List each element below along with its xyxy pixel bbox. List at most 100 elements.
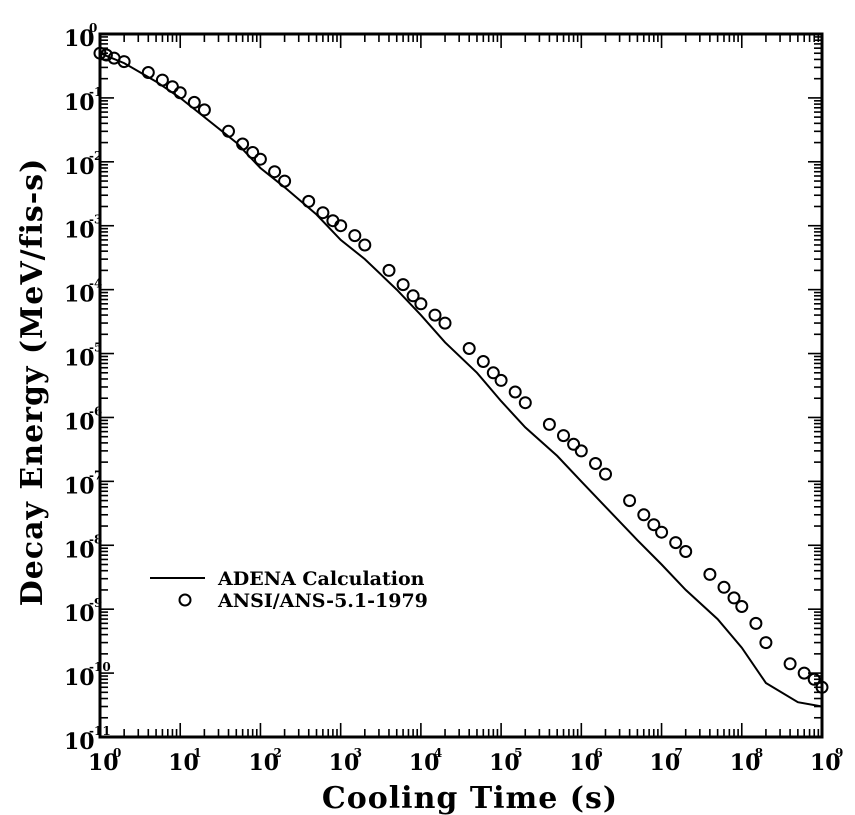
x-tick-label: 10 [569, 750, 600, 776]
y-tick-exponent: -5 [89, 341, 102, 355]
y-tick-label: 10 [64, 537, 95, 563]
y-tick-label: 10 [64, 665, 95, 691]
data-point-ansi [462, 342, 476, 355]
y-tick-exponent: -10 [89, 660, 111, 674]
y-tick-exponent: -6 [89, 404, 102, 418]
x-axis-title: Cooling Time (s) [322, 781, 618, 815]
y-tick-label: 10 [64, 26, 95, 52]
data-point-ansi [165, 80, 179, 94]
y-tick-exponent: -9 [89, 596, 102, 610]
data-point-ansi [623, 494, 637, 508]
y-tick-exponent: -8 [89, 532, 102, 546]
data-point-ansi [428, 308, 442, 322]
data-point-ansi [155, 73, 169, 87]
y-tick-exponent: -7 [89, 468, 102, 482]
data-point-ansi [508, 385, 522, 399]
data-point-ansi [749, 616, 763, 630]
data-point-ansi [783, 657, 797, 671]
legend-circle-swatch [178, 593, 192, 607]
data-point-ansi [302, 194, 316, 208]
x-tick-label: 10 [88, 750, 119, 776]
x-tick-exponent: 1 [193, 746, 201, 760]
data-point-ansi [222, 124, 235, 138]
data-point-ansi [278, 174, 292, 188]
data-point-ansi [759, 636, 773, 650]
data-point-ansi [316, 206, 330, 220]
x-tick-exponent: 8 [755, 746, 763, 760]
x-tick-labels: 100 101 102 103 104 105 106 107 108 109 [88, 746, 843, 776]
data-point-ansi [99, 48, 113, 62]
y-tick-label: 10 [64, 409, 95, 435]
data-point-ansi [735, 600, 749, 613]
data-point-ansi [358, 238, 372, 252]
y-tick-exponent: -2 [89, 149, 102, 163]
data-point-ansi [246, 146, 260, 159]
x-tick-exponent: 5 [514, 746, 522, 760]
data-point-ansi [703, 567, 717, 581]
data-point-ansi [815, 680, 829, 694]
x-tick-label: 10 [730, 750, 761, 776]
y-axis-title: Decay Energy (MeV/fis-s) [15, 158, 50, 607]
x-tick-exponent: 6 [594, 746, 602, 760]
data-point-ansi [268, 165, 282, 179]
data-point-ansi [348, 229, 362, 243]
y-tick-label: 10 [64, 473, 95, 499]
data-point-ansi [807, 672, 821, 686]
x-tick-exponent: 3 [354, 746, 362, 760]
y-tick-label: 10 [64, 346, 95, 372]
data-point-ansi [93, 46, 107, 60]
data-point-ansi [727, 591, 741, 605]
data-point-ansi [567, 437, 581, 451]
series-layer [93, 46, 829, 708]
data-point-ansi [589, 457, 602, 470]
y-tick-label: 10 [64, 154, 95, 180]
x-tick-exponent: 9 [835, 746, 843, 760]
y-tick-exponent: -1 [89, 85, 102, 99]
x-tick-exponent: 4 [434, 746, 442, 760]
data-point-ansi [669, 536, 683, 550]
data-point-ansi [173, 86, 187, 100]
data-point-ansi [637, 508, 651, 522]
data-point-ansi [117, 55, 131, 69]
data-point-ansi [679, 545, 693, 558]
y-tick-exponent: -4 [89, 277, 102, 291]
legend-label-calculation: ADENA Calculation [217, 568, 425, 590]
data-point-ansi [647, 518, 661, 532]
data-point-ansi [141, 66, 155, 79]
data-point-ansi [382, 263, 396, 277]
x-tick-label: 10 [810, 750, 841, 776]
y-tick-label: 10 [64, 601, 95, 627]
axis-ticks [99, 33, 823, 738]
x-tick-label: 10 [650, 750, 681, 776]
x-tick-label: 10 [489, 750, 520, 776]
data-point-ansi [574, 444, 588, 458]
data-point-ansi [486, 366, 500, 380]
data-point-ansi [253, 152, 267, 166]
y-tick-labels: 10010-110-210-310-410-510-610-710-810-91… [64, 21, 111, 755]
data-point-ansi [518, 396, 532, 410]
y-tick-label: 10 [64, 218, 95, 244]
data-point-ansi [717, 580, 731, 594]
data-point-ansi [599, 467, 612, 481]
x-tick-exponent: 2 [273, 746, 281, 760]
data-point-ansi [655, 525, 669, 539]
data-point-ansi [197, 103, 211, 117]
data-point-ansi [438, 316, 452, 330]
data-point-ansi [187, 95, 201, 109]
y-tick-label: 10 [64, 282, 95, 308]
data-point-ansi [414, 297, 428, 311]
plot-frame [98, 32, 824, 739]
x-tick-exponent: 7 [675, 746, 683, 760]
y-tick-exponent: -11 [89, 724, 111, 738]
x-tick-label: 10 [409, 750, 440, 776]
y-tick-label: 10 [64, 729, 95, 755]
x-tick-label: 10 [329, 750, 360, 776]
data-point-ansi [406, 289, 420, 303]
legend-label-ansi: ANSI/ANS-5.1-1979 [217, 590, 428, 612]
data-point-ansi [476, 355, 490, 368]
x-tick-label: 10 [248, 750, 279, 776]
x-tick-exponent: 0 [113, 746, 121, 760]
x-tick-label: 10 [168, 750, 199, 776]
data-point-ansi [334, 219, 348, 233]
